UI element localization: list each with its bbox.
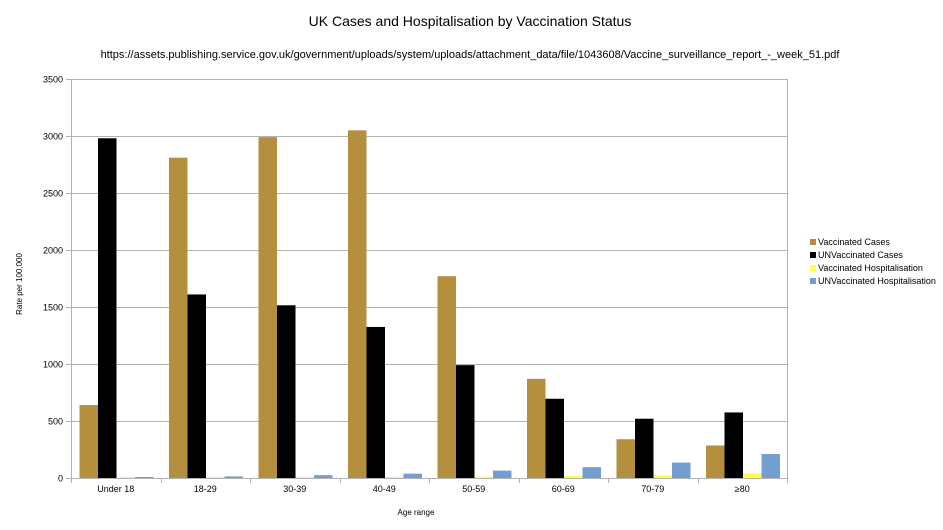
legend-swatch	[810, 239, 816, 245]
bar	[135, 477, 154, 478]
legend-swatch	[810, 252, 816, 258]
bar	[277, 305, 296, 478]
bar	[314, 475, 333, 478]
x-tick-label: 70-79	[641, 484, 664, 494]
y-axis-label: Rate per 100,000	[15, 253, 24, 315]
chart-subtitle: https://assets.publishing.service.gov.uk…	[101, 49, 841, 61]
bar	[545, 398, 564, 478]
legend-swatch	[810, 278, 816, 284]
legend: Vaccinated Cases UNVaccinated Cases Vaccin…	[810, 237, 936, 286]
x-tick-label: ≥80	[735, 484, 750, 494]
y-tick-label: 500	[48, 417, 63, 427]
axes: 0 500 1000 1500 2000 2500 3000 3500 Under 18 18-2…	[43, 75, 788, 494]
y-tick-label: 1000	[43, 360, 63, 370]
bar	[258, 137, 277, 478]
bar	[474, 476, 493, 478]
legend-label: UNVaccinated Hospitalisation	[818, 276, 936, 286]
x-tick-label: 50-59	[462, 484, 485, 494]
bar	[295, 477, 314, 478]
y-tick-label: 2500	[43, 189, 63, 199]
x-tick-label: 60-69	[552, 484, 575, 494]
bar	[385, 477, 404, 478]
bar	[616, 439, 635, 478]
bar	[348, 130, 367, 479]
legend-swatch	[810, 265, 816, 271]
x-tick-label: Under 18	[97, 484, 134, 494]
bar	[366, 326, 385, 478]
bar	[761, 454, 780, 478]
y-tick-label: 3500	[43, 75, 63, 85]
bar	[456, 365, 475, 478]
bar	[169, 157, 188, 478]
bar	[564, 475, 583, 478]
bar	[403, 473, 422, 478]
x-axis-label: Age range	[398, 508, 435, 517]
bars	[79, 130, 780, 479]
bar	[116, 477, 135, 478]
bar	[743, 473, 762, 478]
legend-label: Vaccinated Hospitalisation	[818, 263, 923, 273]
y-tick-label: 3000	[43, 132, 63, 142]
y-tick-label: 2000	[43, 246, 63, 256]
y-tick-label: 0	[58, 474, 63, 484]
bar	[672, 462, 691, 478]
bar	[79, 405, 98, 478]
bar	[724, 412, 743, 478]
bar	[706, 445, 725, 478]
bar	[98, 138, 117, 478]
x-tick-label: 18-29	[194, 484, 217, 494]
legend-label: Vaccinated Cases	[818, 237, 890, 247]
bar	[653, 475, 672, 478]
chart-title: UK Cases and Hospitalisation by Vaccinat…	[309, 13, 632, 29]
bar	[493, 470, 512, 478]
bar	[206, 477, 225, 478]
x-tick-label: 30-39	[283, 484, 306, 494]
x-tick-label: 40-49	[373, 484, 396, 494]
y-tick-label: 1500	[43, 303, 63, 313]
bar	[224, 476, 243, 478]
bar	[582, 467, 601, 478]
bar	[527, 378, 546, 478]
bar	[437, 276, 456, 478]
legend-label: UNVaccinated Cases	[818, 250, 903, 260]
bar	[635, 418, 654, 478]
bar	[187, 294, 206, 478]
